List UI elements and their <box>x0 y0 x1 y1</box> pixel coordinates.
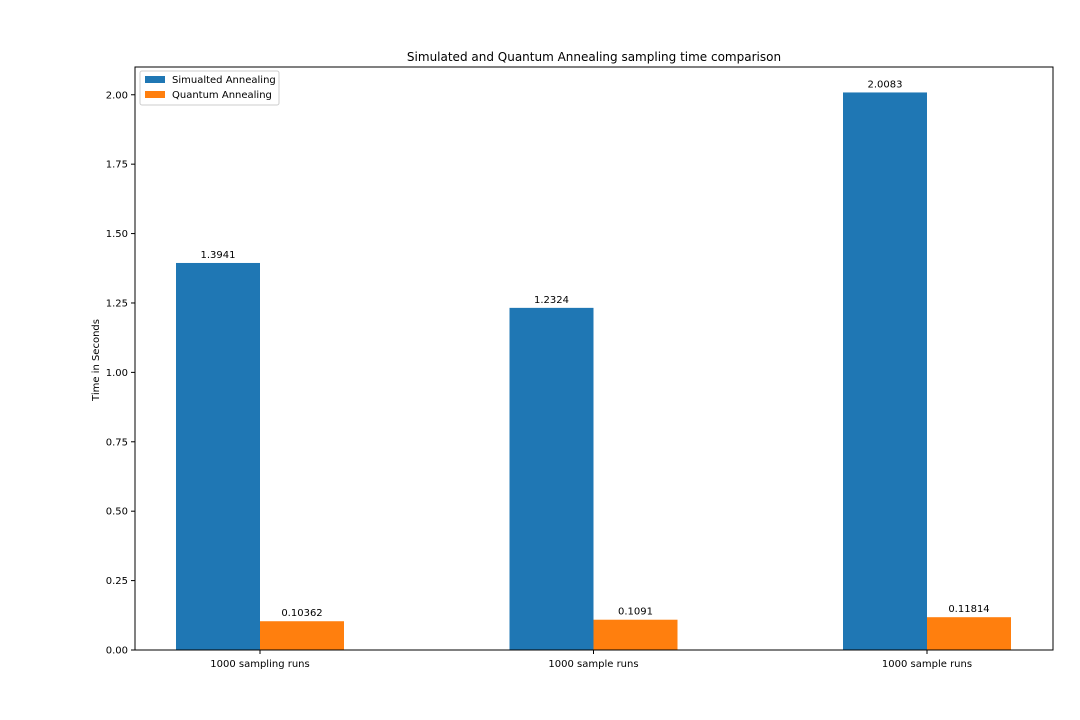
y-tick-label: 1.50 <box>106 229 128 240</box>
bar-series1-cat1 <box>593 619 678 650</box>
bar-series0-cat0 <box>176 262 260 650</box>
y-tick-label: 0.25 <box>106 576 128 587</box>
y-axis-label: Time in Seconds <box>91 319 102 402</box>
legend-label-series0: Simualted Annealing <box>172 75 276 86</box>
y-tick-label: 2.00 <box>106 90 128 101</box>
legend-label-series1: Quantum Annealing <box>172 90 272 101</box>
bar-series0-cat1 <box>509 307 594 650</box>
bar-labels-layer: 1.3941 1.2324 2.0083 0.10362 0.1091 0.11814 <box>201 79 990 619</box>
bar-value-label-series0-cat1: 1.2324 <box>534 295 569 306</box>
y-tick-label: 1.25 <box>106 298 128 309</box>
x-tick-label: 1000 sample runs <box>882 659 972 670</box>
chart-title: Simulated and Quantum Annealing sampling… <box>407 50 781 64</box>
y-tick-label: 0.50 <box>106 507 128 518</box>
bar-series1-cat0 <box>260 621 344 650</box>
y-tick-label: 1.00 <box>106 368 128 379</box>
bar-value-label-series1-cat1: 0.1091 <box>618 607 653 618</box>
legend: Simualted Annealing Quantum Annealing <box>139 70 280 106</box>
legend-box <box>139 70 280 106</box>
y-tick-label: 1.75 <box>106 160 128 171</box>
y-tick-label: 0.00 <box>106 646 128 657</box>
bar-series0-cat2 <box>843 92 927 651</box>
bar-value-label-series0-cat2: 2.0083 <box>868 79 903 90</box>
x-axis: 1000 sampling runs 1000 sample runs 1000 s… <box>210 650 972 670</box>
bar-value-label-series1-cat2: 0.11814 <box>948 604 989 615</box>
bar-series1-cat2 <box>927 617 1011 650</box>
y-tick-label: 0.75 <box>106 437 128 448</box>
x-tick-label: 1000 sampling runs <box>210 659 309 670</box>
y-axis: 0.00 0.25 0.50 0.75 1.00 1.25 1.50 1.75 2.00 <box>106 90 135 657</box>
bar-value-label-series0-cat0: 1.3941 <box>201 250 236 261</box>
x-tick-label: 1000 sample runs <box>548 659 638 670</box>
legend-swatch-series0 <box>145 76 165 83</box>
bars-layer <box>176 92 1011 651</box>
legend-swatch-series1 <box>145 91 165 98</box>
bar-value-label-series1-cat0: 0.10362 <box>281 608 322 619</box>
